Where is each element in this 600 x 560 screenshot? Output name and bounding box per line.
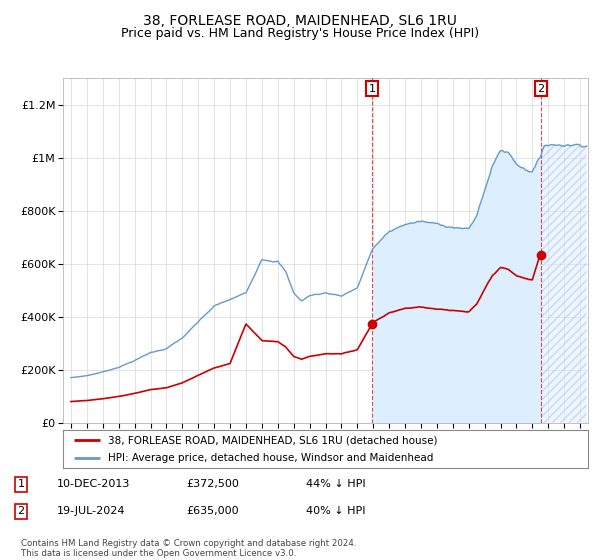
Text: 19-JUL-2024: 19-JUL-2024 [57,506,125,516]
Text: 1: 1 [368,83,376,94]
Text: 2: 2 [538,83,544,94]
Text: 38, FORLEASE ROAD, MAIDENHEAD, SL6 1RU: 38, FORLEASE ROAD, MAIDENHEAD, SL6 1RU [143,14,457,28]
Text: £372,500: £372,500 [186,479,239,489]
Text: Contains HM Land Registry data © Crown copyright and database right 2024.
This d: Contains HM Land Registry data © Crown c… [21,539,356,558]
Text: 1: 1 [17,479,25,489]
Text: £635,000: £635,000 [186,506,239,516]
Text: Price paid vs. HM Land Registry's House Price Index (HPI): Price paid vs. HM Land Registry's House … [121,27,479,40]
Text: 40% ↓ HPI: 40% ↓ HPI [306,506,365,516]
Text: 44% ↓ HPI: 44% ↓ HPI [306,479,365,489]
Text: 10-DEC-2013: 10-DEC-2013 [57,479,130,489]
Text: 38, FORLEASE ROAD, MAIDENHEAD, SL6 1RU (detached house): 38, FORLEASE ROAD, MAIDENHEAD, SL6 1RU (… [107,435,437,445]
Text: 2: 2 [17,506,25,516]
Text: HPI: Average price, detached house, Windsor and Maidenhead: HPI: Average price, detached house, Wind… [107,453,433,463]
